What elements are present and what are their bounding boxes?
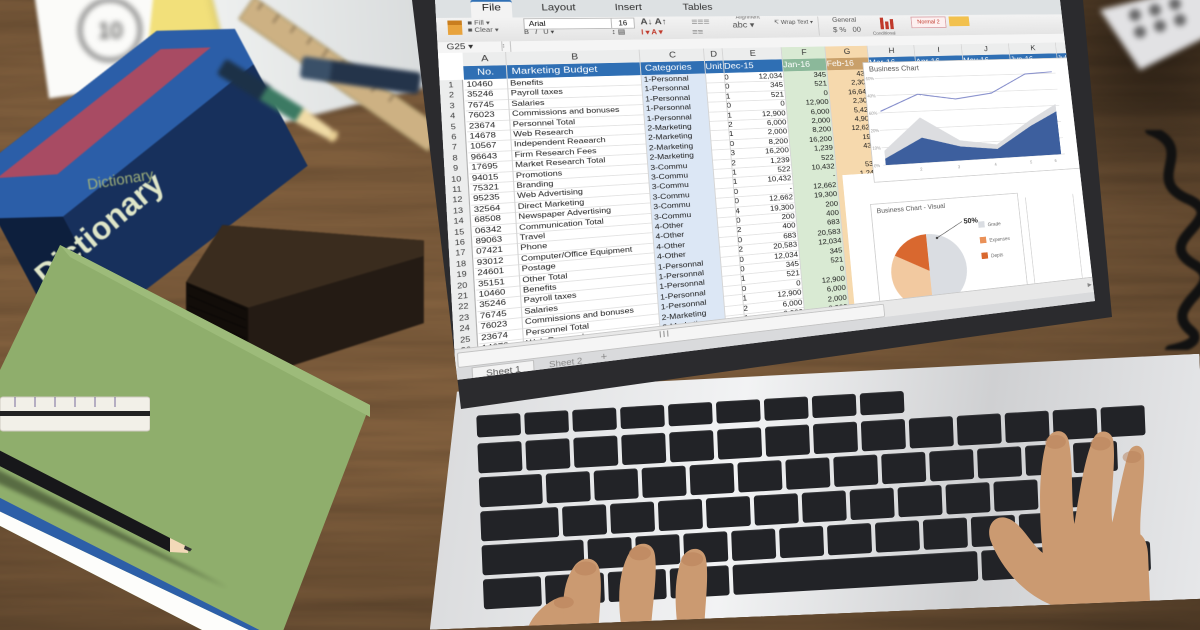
svg-text:2: 2 — [920, 168, 923, 173]
svg-text:10%: 10% — [872, 146, 881, 151]
svg-text:20%: 20% — [871, 129, 880, 134]
svg-text:6: 6 — [1054, 159, 1057, 164]
svg-text:4: 4 — [994, 163, 997, 168]
svg-text:Depts: Depts — [991, 252, 1004, 259]
svg-text:5: 5 — [1030, 161, 1033, 166]
svg-text:Expenses: Expenses — [989, 236, 1010, 243]
svg-text:10: 10 — [98, 18, 122, 43]
svg-text:60%: 60% — [866, 77, 875, 82]
svg-text:0%: 0% — [874, 164, 881, 169]
svg-text:50%: 50% — [963, 216, 978, 225]
svg-text:3: 3 — [958, 165, 961, 170]
svg-text:40%: 40% — [867, 94, 876, 99]
svg-text:60%: 60% — [869, 111, 878, 116]
svg-text:Grade: Grade — [988, 221, 1002, 228]
